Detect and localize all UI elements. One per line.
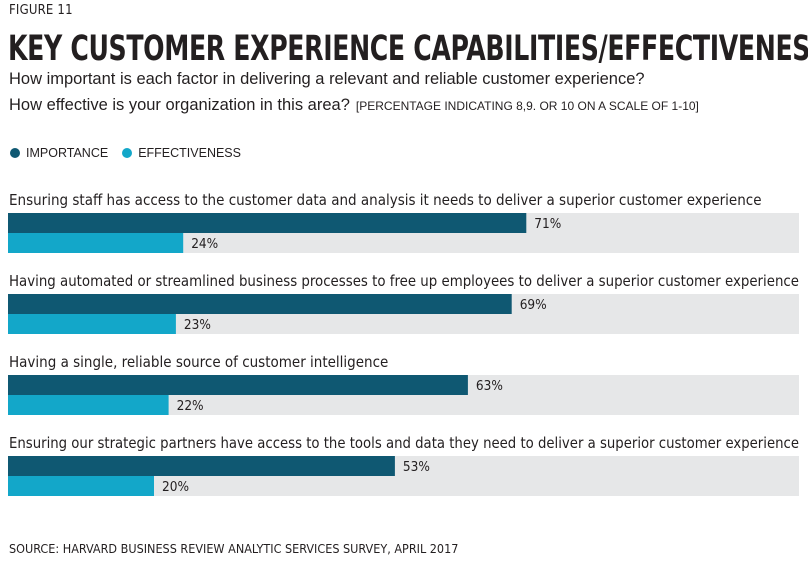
question-importance: How important is each factor in deliveri…	[9, 70, 645, 88]
legend-swatch-importance	[10, 148, 20, 158]
legend-label-effectiveness: EFFECTIVENESS	[138, 146, 241, 160]
question-effectiveness-text: How effective is your organization in th…	[9, 96, 350, 114]
bar-effectiveness	[8, 476, 154, 496]
value-label-importance: 69%	[520, 297, 547, 313]
value-label-effectiveness: 23%	[184, 317, 211, 333]
legend-item-importance: IMPORTANCE	[10, 146, 108, 160]
category-label: Ensuring our strategic partners have acc…	[9, 434, 799, 452]
scale-note: [PERCENTAGE INDICATING 8,9. OR 10 ON A S…	[355, 99, 699, 113]
bar-effectiveness	[8, 233, 184, 253]
legend-swatch-effectiveness	[122, 148, 133, 158]
value-label-effectiveness: 22%	[177, 398, 204, 414]
legend-label-importance: IMPORTANCE	[26, 146, 109, 160]
value-label-effectiveness: 20%	[162, 479, 189, 495]
bar-importance	[8, 294, 512, 314]
question-effectiveness: How effective is your organization in th…	[9, 96, 699, 115]
legend-item-effectiveness: EFFECTIVENESS	[122, 146, 241, 160]
value-label-importance: 71%	[534, 216, 561, 232]
figure-label: FIGURE 11	[9, 3, 73, 18]
chart-title: KEY CUSTOMER EXPERIENCE CAPABILITIES/EFF…	[8, 29, 808, 69]
legend: IMPORTANCE EFFECTIVENESS	[10, 146, 255, 160]
category-label: Having a single, reliable source of cust…	[9, 353, 388, 371]
category-label: Ensuring staff has access to the custome…	[9, 191, 762, 209]
bar-importance	[8, 213, 527, 233]
category-label: Having automated or streamlined business…	[9, 272, 799, 290]
bar-importance	[8, 375, 468, 395]
bar-effectiveness	[8, 395, 169, 415]
value-label-importance: 53%	[403, 459, 430, 475]
value-label-effectiveness: 24%	[191, 236, 218, 252]
value-label-importance: 63%	[476, 378, 503, 394]
source-note: SOURCE: HARVARD BUSINESS REVIEW ANALYTIC…	[9, 541, 459, 556]
bar-effectiveness	[8, 314, 176, 334]
bar-importance	[8, 456, 395, 476]
